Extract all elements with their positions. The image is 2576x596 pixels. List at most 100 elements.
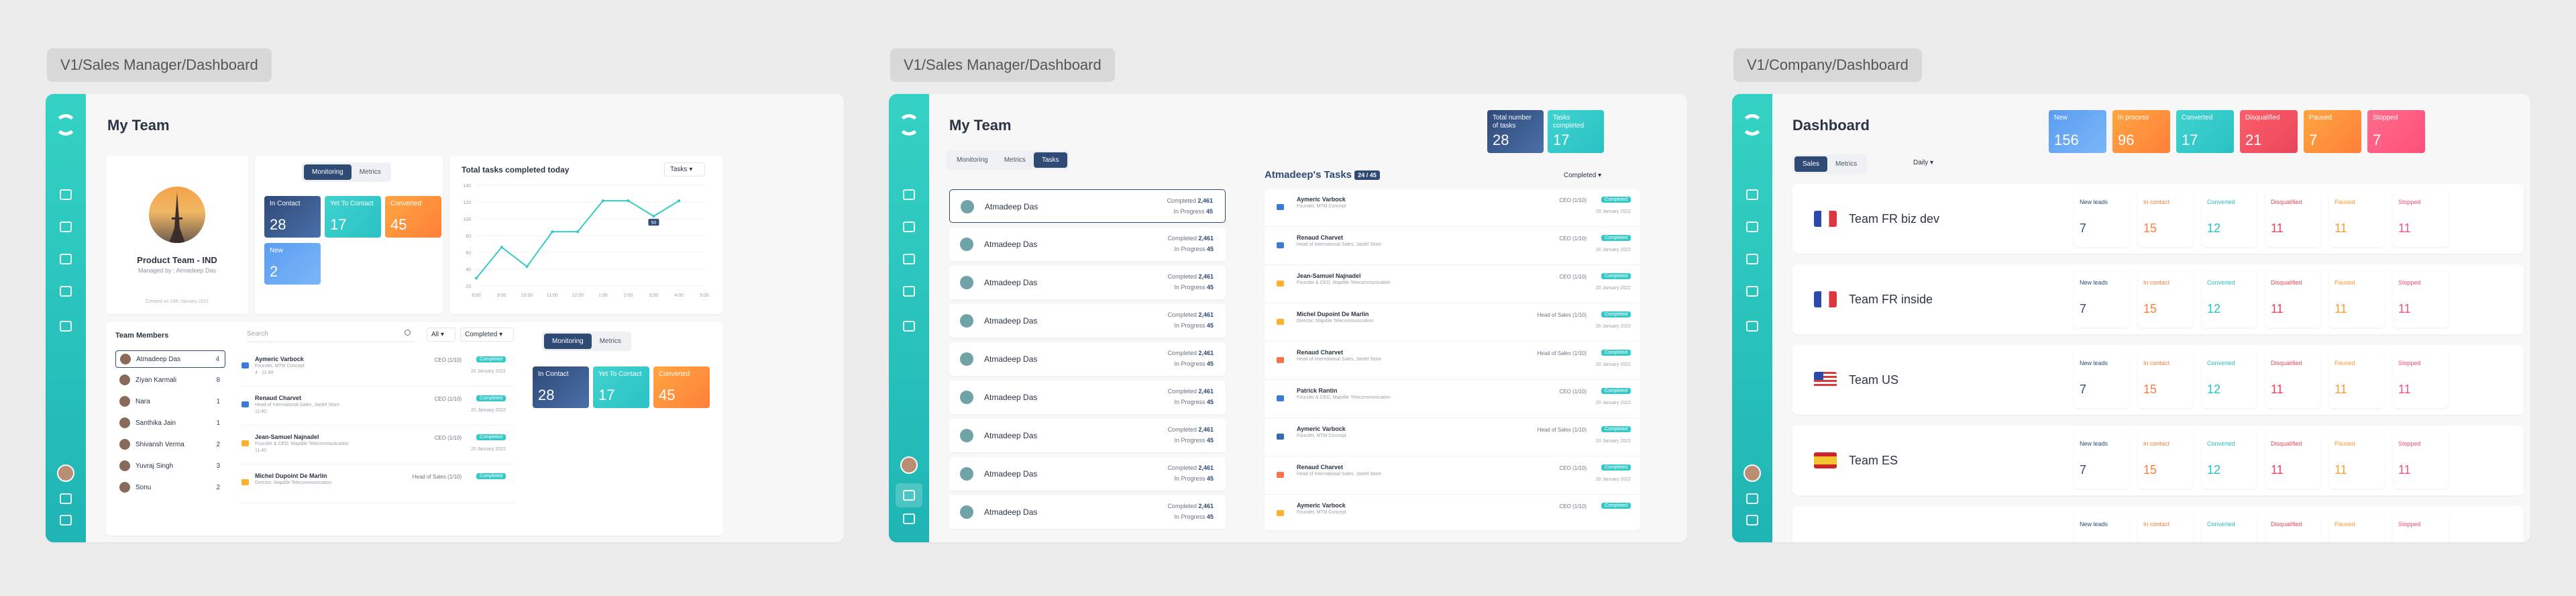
member-summary-row[interactable]: Atmadeep Das Completed 2,461 In Progress 4… bbox=[949, 228, 1226, 261]
member-summary-row[interactable]: Atmadeep Das Completed 2,461 In Progress 4… bbox=[949, 189, 1226, 223]
team-row[interactable]: Team FR inside New leads 7 In contact 15 Conv… bbox=[1792, 264, 2524, 334]
team-stat-label: Converted bbox=[2207, 279, 2235, 286]
team-stat-card: Paused 11 bbox=[2329, 352, 2384, 408]
logout-icon[interactable] bbox=[903, 513, 915, 524]
tab-tasks[interactable]: Tasks bbox=[1033, 152, 1067, 168]
inbox-icon[interactable] bbox=[1746, 254, 1758, 264]
user-avatar[interactable] bbox=[1743, 464, 1761, 482]
tasks-icon[interactable] bbox=[903, 221, 915, 232]
member-row[interactable]: Shivansh Verma 2 bbox=[115, 436, 225, 454]
dashboard-icon[interactable] bbox=[60, 189, 72, 200]
task-row[interactable]: Aymeric Varbock Founder, MTM Concept 4 · 1… bbox=[240, 352, 515, 387]
team-row[interactable]: Team ES New leads 7 In contact 15 Converted 12… bbox=[1792, 426, 2524, 495]
tile2-converted[interactable]: Converted 45 bbox=[653, 366, 710, 408]
tile-tasks-completed[interactable]: Tasks completed 17 bbox=[1548, 110, 1604, 153]
user-avatar[interactable] bbox=[57, 464, 74, 482]
tile2-in-contact[interactable]: In Contact 28 bbox=[533, 366, 589, 408]
team-icon[interactable] bbox=[1746, 321, 1758, 332]
documents-icon[interactable] bbox=[903, 286, 915, 297]
summary-tile-new[interactable]: New 156 bbox=[2049, 110, 2106, 153]
summary-tile-paused[interactable]: Paused 7 bbox=[2304, 110, 2361, 153]
task-row[interactable]: Michel Dupoint De Marlin Director, Mapdil… bbox=[240, 468, 515, 503]
logo-icon[interactable] bbox=[898, 114, 920, 136]
task-row[interactable]: Aymeric Varbock Founder, MTM Concept CEO (… bbox=[1265, 189, 1640, 227]
tab-metrics[interactable]: Metrics bbox=[1004, 156, 1026, 164]
summary-tile-converted[interactable]: Converted 17 bbox=[2176, 110, 2234, 153]
team-row[interactable]: New leads In contact Converted Disqualified… bbox=[1792, 506, 2524, 542]
logo-icon[interactable] bbox=[1741, 114, 1763, 136]
inbox-icon[interactable] bbox=[903, 254, 915, 264]
filter-all-dropdown[interactable]: All ▾ bbox=[427, 328, 455, 342]
filter-completed-dropdown[interactable]: Completed ▾ bbox=[460, 328, 515, 342]
member-row[interactable]: Atmadeep Das 4 bbox=[115, 350, 225, 368]
task-row[interactable]: Renaud Charvet Head of International Sale… bbox=[240, 391, 515, 426]
member-row[interactable]: Nara 1 bbox=[115, 393, 225, 411]
team-row[interactable]: Team FR biz dev New leads 7 In contact 15 Con… bbox=[1792, 184, 2524, 254]
member-row[interactable]: Santhika Jain 1 bbox=[115, 415, 225, 432]
task-row[interactable]: Aymeric Varbock Founder, MTM Concept CEO (… bbox=[1265, 495, 1640, 530]
trophy-icon[interactable] bbox=[903, 321, 915, 332]
task-row[interactable]: Jean-Samuel Najnadel Founder & CEO, Mapdi… bbox=[240, 430, 515, 464]
user-avatar[interactable] bbox=[900, 456, 918, 474]
member-summary-row[interactable]: Atmadeep Das Completed 2,461 In Progress 4… bbox=[949, 495, 1226, 529]
task-stage: CEO (1/10) bbox=[434, 396, 462, 402]
tab-metrics-2[interactable]: Metrics bbox=[599, 338, 621, 345]
task-stage: Head of Sales (1/10) bbox=[1537, 312, 1587, 318]
summary-tile-stopped[interactable]: Stopped 7 bbox=[2367, 110, 2425, 153]
tab-sales[interactable]: Sales bbox=[1794, 156, 1828, 172]
documents-icon[interactable] bbox=[1746, 286, 1758, 297]
member-avatar bbox=[960, 391, 973, 404]
task-meta: 11:40 bbox=[255, 448, 266, 453]
task-row[interactable]: Patrick Rantin Founder & CEO, Mapdile Tel… bbox=[1265, 381, 1640, 418]
documents-icon[interactable] bbox=[60, 286, 72, 297]
tile-in-contact[interactable]: In Contact 28 bbox=[264, 196, 321, 238]
tab-monitoring[interactable]: Monitoring bbox=[957, 156, 988, 164]
chart-filter-dropdown[interactable]: Tasks ▾ bbox=[664, 162, 706, 177]
member-row[interactable]: Sonu 2 bbox=[115, 479, 225, 497]
tasks-filter-dropdown[interactable]: Completed ▾ bbox=[1564, 172, 1602, 179]
member-summary-row[interactable]: Atmadeep Das Completed 2,461 In Progress 4… bbox=[949, 419, 1226, 452]
logout-icon[interactable] bbox=[60, 515, 72, 526]
summary-tile-disqualified[interactable]: Disqualified 21 bbox=[2240, 110, 2298, 153]
tile2-yet-to-contact[interactable]: Yet To Contact 17 bbox=[593, 366, 649, 408]
dashboard-icon[interactable] bbox=[903, 189, 915, 200]
stats-icon[interactable] bbox=[1746, 493, 1758, 504]
member-row[interactable]: Ziyan Karmali 8 bbox=[115, 372, 225, 389]
summary-tile-in-process[interactable]: In process 96 bbox=[2112, 110, 2170, 153]
tile-yet-to-contact[interactable]: Yet To Contact 17 bbox=[325, 196, 381, 238]
member-summary-row[interactable]: Atmadeep Das Completed 2,461 In Progress 4… bbox=[949, 304, 1226, 338]
stats-icon[interactable] bbox=[903, 490, 915, 501]
stats-icon[interactable] bbox=[60, 493, 72, 504]
task-contact-name: Jean-Samuel Najnadel bbox=[255, 434, 319, 440]
tile-converted[interactable]: Converted 45 bbox=[385, 196, 441, 238]
dashboard-icon[interactable] bbox=[1746, 189, 1758, 200]
tab-monitoring-2[interactable]: Monitoring bbox=[544, 334, 592, 349]
task-row[interactable]: Aymeric Varbock Founder, MTM Concept Head … bbox=[1265, 419, 1640, 456]
tab-metrics[interactable]: Metrics bbox=[1835, 160, 1858, 168]
tile-total-tasks[interactable]: Total number of tasks 28 bbox=[1487, 110, 1544, 153]
task-row[interactable]: Jean-Samuel Najnadel Founder & CEO, Mapdi… bbox=[1265, 266, 1640, 303]
member-row[interactable]: Yuvraj Singh 3 bbox=[115, 458, 225, 475]
member-summary-row[interactable]: Atmadeep Das Completed 2,461 In Progress 4… bbox=[949, 381, 1226, 414]
logout-icon[interactable] bbox=[1746, 515, 1758, 526]
task-row[interactable]: Renaud Charvet Head of International Sale… bbox=[1265, 228, 1640, 265]
mail-icon bbox=[241, 440, 249, 446]
inbox-icon[interactable] bbox=[60, 254, 72, 264]
task-status-badge: Completed bbox=[1601, 235, 1631, 241]
tile-new[interactable]: New 2 bbox=[264, 243, 321, 285]
tasks-icon[interactable] bbox=[1746, 221, 1758, 232]
members-search-input[interactable]: Search bbox=[247, 328, 415, 342]
tab-monitoring[interactable]: Monitoring bbox=[304, 164, 352, 180]
team-icon[interactable] bbox=[60, 321, 72, 332]
logo-icon[interactable] bbox=[55, 114, 76, 136]
task-row[interactable]: Renaud Charvet Head of International Sale… bbox=[1265, 457, 1640, 495]
tab-metrics[interactable]: Metrics bbox=[359, 168, 381, 176]
task-row[interactable]: Renaud Charvet Head of International Sale… bbox=[1265, 342, 1640, 380]
task-row[interactable]: Michel Dupoint De Marlin Director, Mapdil… bbox=[1265, 304, 1640, 342]
tasks-icon[interactable] bbox=[60, 221, 72, 232]
member-summary-row[interactable]: Atmadeep Das Completed 2,461 In Progress 4… bbox=[949, 342, 1226, 376]
period-dropdown[interactable]: Daily ▾ bbox=[1913, 159, 1934, 166]
team-row[interactable]: Team US New leads 7 In contact 15 Converted 12… bbox=[1792, 345, 2524, 415]
member-summary-row[interactable]: Atmadeep Das Completed 2,461 In Progress 4… bbox=[949, 266, 1226, 299]
member-summary-row[interactable]: Atmadeep Das Completed 2,461 In Progress 4… bbox=[949, 457, 1226, 491]
